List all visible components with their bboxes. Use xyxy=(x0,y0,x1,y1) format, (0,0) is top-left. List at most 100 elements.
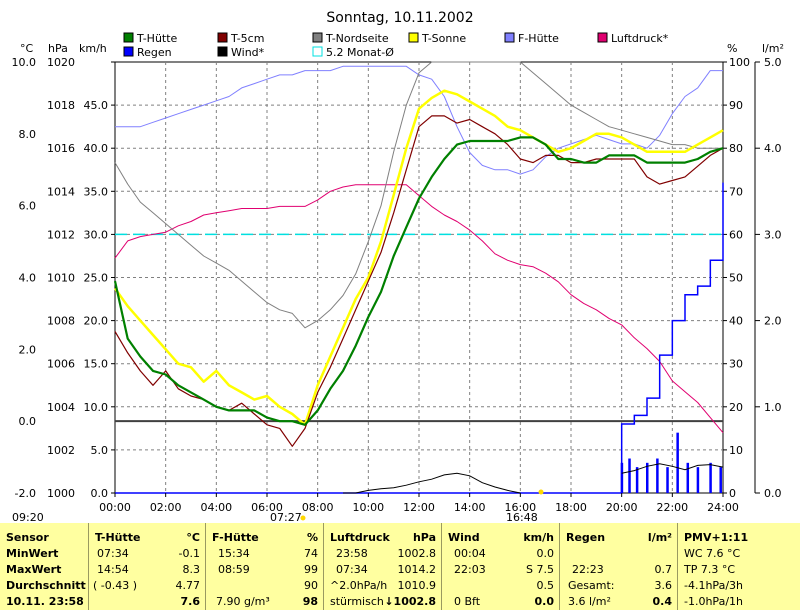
chart-legend: T-Hütte T-5cm T-Nordseite T-Sonne F-Hütte Luf… xyxy=(123,32,669,59)
sunset-marker xyxy=(538,489,544,495)
y-tick-percent: 10 xyxy=(729,444,743,457)
y-tick-hpa: 1010 xyxy=(47,272,75,285)
x-axis: 00:00 02:00 04:00 06:00 08:00 10:00 12:00 14:00… xyxy=(99,493,739,514)
y-tick-percent: 80 xyxy=(729,142,743,155)
y-tick-rain: 0.0 xyxy=(764,487,782,500)
t-min-val: -0.1 xyxy=(178,547,200,560)
legend-swatch xyxy=(408,32,419,43)
y-tick-hpa: 1000 xyxy=(47,487,75,500)
axis-unit-hpa: hPa xyxy=(48,42,68,55)
legend-label: Luftdruck* xyxy=(611,32,669,45)
x-tick-label: 20:00 xyxy=(606,501,638,514)
legend-label: Wind* xyxy=(231,46,265,59)
axis-unit-kmh: km/h xyxy=(79,42,107,55)
y-tick-hpa: 1008 xyxy=(47,315,75,328)
rain-bar xyxy=(696,467,700,493)
w-max-val: S 7.5 xyxy=(526,563,554,576)
pmv-trend-1h: -1.0hPa/1h xyxy=(684,595,743,608)
stats-col-wind: Wind km/h 00:04 0.0 22:03 S 7.5 0.5 0 Bf… xyxy=(441,523,560,610)
y-tick-hpa: 1012 xyxy=(47,228,75,241)
x-tick-label: 14:00 xyxy=(454,501,486,514)
p-avg-val: 1010.9 xyxy=(397,579,437,592)
stats-header-regen: Regen xyxy=(566,531,606,544)
stats-header-pmv: PMV+1:11 xyxy=(684,531,749,544)
legend-label: F-Hütte xyxy=(518,32,559,45)
legend-swatch xyxy=(217,46,228,57)
rain-bar xyxy=(620,462,624,493)
statistics-panel: Sensor MinWert MaxWert Durchschnitt 10.1… xyxy=(0,523,800,610)
y-tick-percent: 90 xyxy=(729,99,743,112)
r-total-label: Gesamt: xyxy=(568,579,615,592)
rain-bar xyxy=(628,458,631,493)
stats-unit-w: km/h xyxy=(523,531,554,544)
legend-swatch xyxy=(312,46,323,57)
f-current-val: 98 xyxy=(302,595,318,608)
sunset-label: 16:48 xyxy=(506,511,538,523)
stats-col-luftdruck: Luftdruck hPa 23:58 1002.8 07:34 1014.2 … xyxy=(323,523,442,610)
y-tick-percent: 100 xyxy=(729,56,750,69)
y-tick-celsius: 10.0 xyxy=(12,56,37,69)
stats-col-regen: Regen l/m² 22:23 0.7 Gesamt: 3.6 3.6 l/m… xyxy=(559,523,678,610)
f-max-time: 08:59 xyxy=(218,563,250,576)
y-tick-kmh: 0.0 xyxy=(91,487,109,500)
y-tick-celsius: 6.0 xyxy=(19,200,37,213)
legend-swatch xyxy=(123,32,134,43)
sunrise-label: 07:27 xyxy=(270,511,302,523)
x-tick-label: 22:00 xyxy=(656,501,688,514)
rain-bar xyxy=(676,432,679,493)
legend-label: 5.2 Monat-Ø xyxy=(326,46,394,59)
y-tick-percent: 60 xyxy=(729,228,743,241)
x-tick-label: 06:00 xyxy=(251,501,283,514)
p-trend: ^2.0hPa/h xyxy=(330,579,388,592)
stats-col-t-huette: T-Hütte °C 07:34 -0.1 14:54 8.3 ( -0.43 … xyxy=(88,523,206,610)
r-max-val: 0.7 xyxy=(654,563,673,576)
legend-label: T-5cm xyxy=(230,32,264,45)
p-min-time: 23:58 xyxy=(336,547,368,560)
f-max-val: 99 xyxy=(304,563,318,576)
x-tick-label: 12:00 xyxy=(403,501,435,514)
rain-bar xyxy=(656,458,659,493)
update-time: 09:20 xyxy=(12,511,44,523)
y-tick-hpa: 1016 xyxy=(47,142,75,155)
x-tick-label: 04:00 xyxy=(200,501,232,514)
legend-label: Regen xyxy=(137,46,172,59)
rain-bar xyxy=(666,467,669,493)
y-tick-hpa: 1006 xyxy=(47,358,75,371)
series-regen xyxy=(115,182,724,494)
pmv-trend-3h: -4.1hPa/3h xyxy=(684,579,743,592)
y-tick-kmh: 20.0 xyxy=(84,315,109,328)
sunrise-marker xyxy=(300,515,306,521)
y-tick-percent: 50 xyxy=(729,272,743,285)
row-label-min: MinWert xyxy=(6,547,59,560)
y-tick-hpa: 1004 xyxy=(47,401,75,414)
x-tick-label: 18:00 xyxy=(555,501,587,514)
rain-bar xyxy=(646,462,649,493)
y-tick-rain: 2.0 xyxy=(764,315,782,328)
y-tick-hpa: 1020 xyxy=(47,56,75,69)
p-max-val: 1014.2 xyxy=(397,563,437,576)
w-min-val: 0.0 xyxy=(536,547,555,560)
w-current-val: 0.0 xyxy=(534,595,555,608)
t-max-time: 14:54 xyxy=(97,563,129,576)
y-tick-rain: 1.0 xyxy=(764,401,782,414)
y-tick-percent: 20 xyxy=(729,401,743,414)
p-forecast: stürmisch xyxy=(330,595,384,608)
y-tick-kmh: 15.0 xyxy=(84,358,109,371)
y-tick-kmh: 25.0 xyxy=(84,272,109,285)
y-tick-celsius: 2.0 xyxy=(19,343,37,356)
row-label-avg: Durchschnitt xyxy=(6,579,86,592)
rain-bar xyxy=(719,467,722,493)
x-tick-label: 08:00 xyxy=(302,501,334,514)
wind-line-evening xyxy=(621,463,724,474)
axes: 10.08.06.04.02.00.0-2.010201018101610141… xyxy=(12,56,782,500)
f-abs-humidity: 7.90 g/m³ xyxy=(216,595,270,608)
stats-unit-r: l/m² xyxy=(647,531,672,544)
p-min-val: 1002.8 xyxy=(397,547,437,560)
y-tick-hpa: 1002 xyxy=(47,444,75,457)
y-tick-rain: 3.0 xyxy=(764,228,782,241)
y-tick-percent: 30 xyxy=(729,358,743,371)
y-tick-percent: 40 xyxy=(729,315,743,328)
x-tick-label: 02:00 xyxy=(150,501,182,514)
x-tick-label: 00:00 xyxy=(99,501,131,514)
stats-header-f-huette: F-Hütte xyxy=(212,531,259,544)
